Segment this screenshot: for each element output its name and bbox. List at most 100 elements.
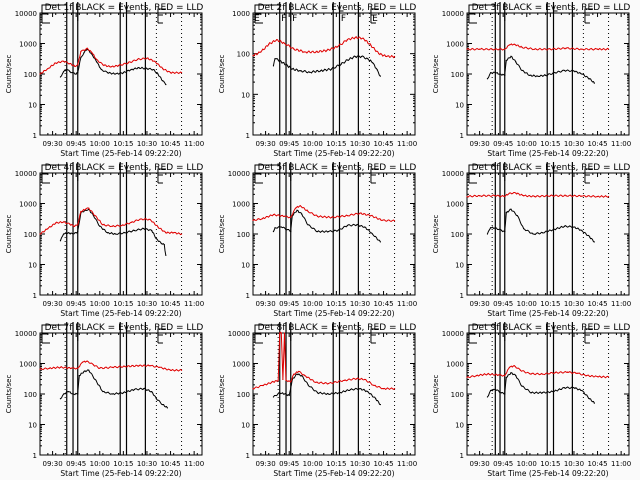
- x-tick-label: 09:30: [42, 140, 62, 148]
- x-tick-label: 09:45: [279, 300, 299, 308]
- data-point-lld: [111, 366, 113, 368]
- data-point-events: [166, 407, 168, 409]
- bracket-marker: [41, 164, 67, 173]
- data-point-events: [72, 72, 74, 74]
- bracket-marker: [41, 173, 50, 184]
- data-point-lld: [294, 207, 297, 209]
- y-axis-label: Counts/sec: [432, 55, 440, 94]
- data-point-lld: [378, 53, 380, 55]
- series-line-events: [272, 54, 381, 77]
- data-point-lld: [513, 365, 515, 367]
- x-tick-label: 10:00: [303, 460, 323, 468]
- data-point-events: [379, 75, 381, 77]
- data-point-events: [530, 392, 533, 394]
- x-tick-label: 10:15: [326, 300, 346, 308]
- data-point-events: [504, 230, 506, 233]
- data-point-events: [510, 372, 512, 374]
- data-point-lld: [370, 215, 372, 217]
- bracket-marker: [339, 10, 344, 17]
- data-point-events: [67, 390, 69, 393]
- data-point-lld: [154, 60, 156, 62]
- series-line-lld: [39, 360, 182, 372]
- x-tick-label: 10:45: [373, 140, 393, 148]
- x-tick-label: 10:45: [373, 460, 393, 468]
- x-tick-label: 10:45: [373, 300, 393, 308]
- x-tick-label: 09:30: [255, 140, 275, 148]
- chart-title: Det 9f BLACK = Events, RED = LLD: [472, 323, 631, 333]
- data-point-lld: [534, 48, 536, 50]
- y-tick-label: 1000: [446, 361, 464, 369]
- data-point-events: [360, 55, 363, 58]
- y-tick-label: 100: [451, 391, 464, 399]
- data-point-lld: [47, 228, 49, 230]
- data-point-lld: [549, 195, 551, 197]
- x-tick-label: 11:00: [611, 460, 631, 468]
- data-point-events: [290, 230, 292, 233]
- data-point-events: [379, 241, 381, 243]
- bracket-marker: [41, 13, 50, 24]
- x-axis-label: Start Time (25-Feb-14 09:22:20): [273, 149, 394, 158]
- bracket-marker: [553, 170, 558, 177]
- data-point-events: [72, 393, 74, 395]
- x-tick-label: 11:00: [397, 300, 417, 308]
- bracket-marker: [157, 328, 166, 344]
- data-point-lld: [508, 192, 511, 194]
- y-tick-label: 1: [33, 132, 37, 140]
- data-point-lld: [607, 48, 610, 50]
- x-tick-label: 10:30: [137, 460, 157, 468]
- data-point-lld: [180, 233, 183, 235]
- data-point-events: [62, 233, 65, 235]
- data-point-events: [138, 67, 140, 69]
- data-point-events: [160, 242, 162, 244]
- data-point-events: [340, 63, 342, 65]
- data-point-events: [356, 224, 358, 226]
- data-point-lld: [252, 54, 254, 57]
- x-tick-label: 09:45: [279, 140, 299, 148]
- data-point-lld: [80, 210, 82, 213]
- chart-title: Det 3f BLACK = Events, RED = LLD: [472, 3, 631, 13]
- data-point-lld: [393, 55, 396, 58]
- data-point-events: [510, 208, 512, 210]
- x-tick-label: 10:15: [540, 460, 560, 468]
- data-point-events: [486, 78, 489, 80]
- y-tick-label: 10: [455, 102, 464, 110]
- x-tick-label: 10:30: [350, 140, 370, 148]
- data-point-lld: [39, 73, 41, 75]
- data-point-events: [307, 384, 309, 386]
- data-point-lld: [565, 47, 567, 49]
- data-point-events: [307, 224, 309, 226]
- data-point-lld: [346, 215, 348, 217]
- y-tick-label: 100: [24, 71, 37, 79]
- data-point-lld: [504, 375, 506, 377]
- data-point-events: [77, 230, 79, 233]
- x-tick-label: 09:45: [279, 460, 299, 468]
- bracket-marker: [254, 333, 263, 344]
- data-point-events: [379, 403, 381, 406]
- data-point-lld: [596, 376, 599, 378]
- x-axis-label: Start Time (25-Feb-14 09:22:20): [60, 309, 181, 318]
- y-axis-label: Counts/sec: [432, 375, 440, 414]
- data-point-events: [151, 229, 153, 232]
- data-point-events: [486, 396, 489, 398]
- bracket-marker: [77, 332, 82, 341]
- data-point-lld: [466, 48, 468, 50]
- data-point-lld: [478, 48, 481, 50]
- data-point-lld: [596, 48, 599, 50]
- data-point-lld: [585, 375, 588, 377]
- data-point-events: [494, 227, 496, 229]
- x-tick-label: 11:00: [184, 140, 204, 148]
- y-axis-label: Counts/sec: [5, 215, 13, 254]
- data-point-lld: [272, 214, 275, 216]
- data-point-lld: [169, 369, 172, 371]
- data-point-events: [376, 69, 378, 71]
- x-tick-label: 09:45: [493, 300, 513, 308]
- data-point-events: [114, 233, 117, 235]
- data-point-lld: [346, 39, 348, 41]
- y-axis-label: Counts/sec: [218, 375, 226, 414]
- data-point-lld: [466, 195, 468, 198]
- series-line-lld: [252, 35, 395, 59]
- data-point-events: [107, 232, 109, 234]
- data-point-lld: [91, 52, 93, 54]
- plot-frame: [252, 12, 416, 136]
- data-point-events: [505, 212, 507, 214]
